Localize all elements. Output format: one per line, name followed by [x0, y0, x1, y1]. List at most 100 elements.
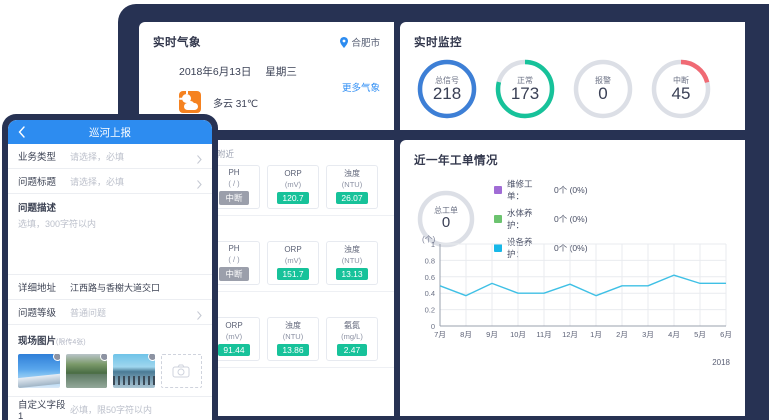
field-custom-1[interactable]: 自定义字段1 必填，限50字符以内: [8, 397, 212, 420]
sensor-metric-cell[interactable]: 浊度 (NTU) 13.86: [267, 317, 319, 361]
realtime-weather-card: 实时气象 合肥市 2018年6月13日 星期三: [139, 22, 394, 130]
workorder-legend-item: 水体养护： 0个 (0%): [494, 207, 588, 231]
photos-note: (限传4张): [56, 339, 86, 346]
legend-label: 维修工单：: [507, 179, 533, 201]
weather-header: 实时气象 合肥市: [139, 22, 394, 50]
legend-label: 设备养护：: [507, 237, 533, 259]
monitor-ring-value: 173: [510, 84, 540, 103]
workorder-title: 近一年工单情况: [414, 155, 498, 167]
metric-name: 氨氮: [344, 320, 360, 330]
workorder-card: 近一年工单情况 总工单 0 维修工单： 0个 (0%) 水体养护： 0个 (0%) 设备…: [400, 140, 745, 416]
field-value: 普通问题: [70, 307, 107, 318]
chevron-right-icon: [197, 176, 202, 189]
field-value: 江西路与香榭大道交口: [70, 282, 161, 293]
sensor-metric-cell[interactable]: 浊度 (NTU) 26.07: [326, 165, 378, 209]
field-label: 详细地址: [18, 283, 57, 294]
svg-text:7月: 7月: [434, 330, 446, 339]
metric-unit: (NTU): [341, 179, 363, 189]
monitor-ring-label: 正常: [517, 76, 533, 85]
weather-condition-text: 多云 31℃: [213, 95, 258, 110]
mobile-screen: 巡河上报 业务类型 请选择，必填 问题标题 请选择，必填 问题描述 选填，300…: [8, 120, 212, 420]
photo-thumbnail[interactable]: [18, 354, 60, 388]
field-business-type[interactable]: 业务类型 请选择，必填: [8, 144, 212, 169]
monitor-ring-list: 总信号 218 正常 173 报警 0 中断 45: [400, 50, 745, 122]
field-placeholder: 请选择，必填: [70, 176, 125, 187]
camera-icon: [172, 364, 190, 378]
field-site-photos: 现场图片(限传4张): [8, 325, 212, 397]
sensor-metric-cell[interactable]: ORP (mV) 151.7: [267, 241, 319, 285]
svg-text:0: 0: [431, 322, 435, 331]
svg-text:4月: 4月: [668, 330, 680, 339]
mobile-title: 巡河上报: [89, 126, 131, 139]
photo-thumbnail[interactable]: [65, 354, 107, 388]
realtime-monitor-card: 实时监控 总信号 218 正常 173 报警 0 中断 45: [400, 22, 745, 130]
metric-unit: (NTU): [282, 331, 304, 341]
weather-location-name: 合肥市: [351, 38, 380, 49]
metric-value: 中断: [219, 267, 249, 282]
legend-swatch: [494, 186, 502, 194]
sensor-metric-cell[interactable]: ORP (mV) 120.7: [267, 165, 319, 209]
mobile-report-panel: 巡河上报 业务类型 请选择，必填 问题标题 请选择，必填 问题描述 选填，300…: [2, 114, 218, 420]
workorder-line-chart: (个) 0 0.2 0.4 0.6 0.8 1 7月 8月 9月 10月 11月 12月 1月 2月 3月 4…: [414, 235, 732, 367]
field-placeholder: 选填，300字符以内: [18, 219, 97, 229]
monitor-ring-label: 报警: [595, 76, 611, 85]
sun-cloud-icon: [179, 91, 201, 113]
map-pin-icon: [340, 36, 349, 48]
field-detail-address[interactable]: 详细地址 江西路与香榭大道交口: [8, 275, 212, 300]
field-label: 自定义字段1: [18, 399, 66, 420]
monitor-ring: 正常 173: [492, 56, 558, 122]
legend-value: 0个 (0%): [554, 185, 588, 195]
photo-thumbnail-list: [18, 354, 203, 388]
monitor-ring: 总信号 218: [414, 56, 480, 122]
svg-text:6月: 6月: [720, 330, 732, 339]
svg-text:5月: 5月: [694, 330, 706, 339]
metric-unit: (mV): [225, 331, 243, 341]
legend-swatch: [494, 215, 502, 223]
delete-badge-icon[interactable]: [147, 354, 155, 361]
workorder-total-label: 总工单: [434, 206, 458, 215]
metric-name: ORP: [284, 168, 302, 178]
field-issue-level[interactable]: 问题等级 普通问题: [8, 300, 212, 325]
metric-name: PH: [228, 243, 240, 253]
photo-thumbnail[interactable]: [113, 354, 155, 388]
field-label: 问题描述: [18, 203, 57, 214]
metric-value: 120.7: [277, 192, 309, 205]
field-issue-title[interactable]: 问题标题 请选择，必填: [8, 169, 212, 194]
metric-value: 13.86: [277, 344, 309, 357]
weather-condition: 多云: [213, 98, 233, 110]
svg-text:11月: 11月: [536, 330, 551, 339]
workorder-total-ring: 总工单 0: [414, 187, 478, 251]
metric-name: 浊度: [344, 244, 360, 254]
sensor-metric-cell[interactable]: 氨氮 (mg/L) 2.47: [326, 317, 378, 361]
more-weather-link[interactable]: 更多气象: [341, 83, 380, 94]
delete-badge-icon[interactable]: [52, 354, 60, 361]
workorder-legend-item: 设备养护： 0个 (0%): [494, 236, 588, 260]
monitor-ring-label: 中断: [673, 76, 689, 85]
delete-badge-icon[interactable]: [100, 354, 107, 361]
legend-value: 0个 (0%): [554, 243, 588, 253]
chevron-left-icon[interactable]: [18, 125, 25, 138]
chevron-right-icon: [197, 151, 202, 164]
chart-unit-label: (个): [422, 235, 436, 244]
metric-name: 浊度: [285, 320, 301, 330]
photos-label: 现场图片: [18, 336, 57, 347]
field-issue-description[interactable]: 问题描述 选填，300字符以内: [8, 194, 212, 275]
description-textarea[interactable]: [18, 230, 202, 266]
add-photo-button[interactable]: [160, 354, 203, 388]
monitor-ring: 中断 45: [648, 56, 714, 122]
svg-text:3月: 3月: [642, 330, 654, 339]
chevron-right-icon: [197, 307, 202, 320]
sensor-metric-cell[interactable]: 浊度 (NTU) 13.13: [326, 241, 378, 285]
svg-text:8月: 8月: [460, 330, 472, 339]
svg-text:9月: 9月: [486, 330, 498, 339]
metric-value: 151.7: [277, 268, 309, 281]
chart-year-label: 2018: [712, 358, 730, 367]
weather-location[interactable]: 合肥市: [340, 35, 380, 49]
monitor-ring: 报警 0: [570, 56, 636, 122]
monitor-ring-label: 总信号: [435, 76, 459, 85]
metric-value: 13.13: [336, 268, 368, 281]
metric-unit: (mV): [284, 255, 302, 265]
metric-value: 26.07: [336, 192, 368, 205]
metric-value: 2.47: [337, 344, 367, 357]
metric-name: PH: [228, 167, 240, 177]
